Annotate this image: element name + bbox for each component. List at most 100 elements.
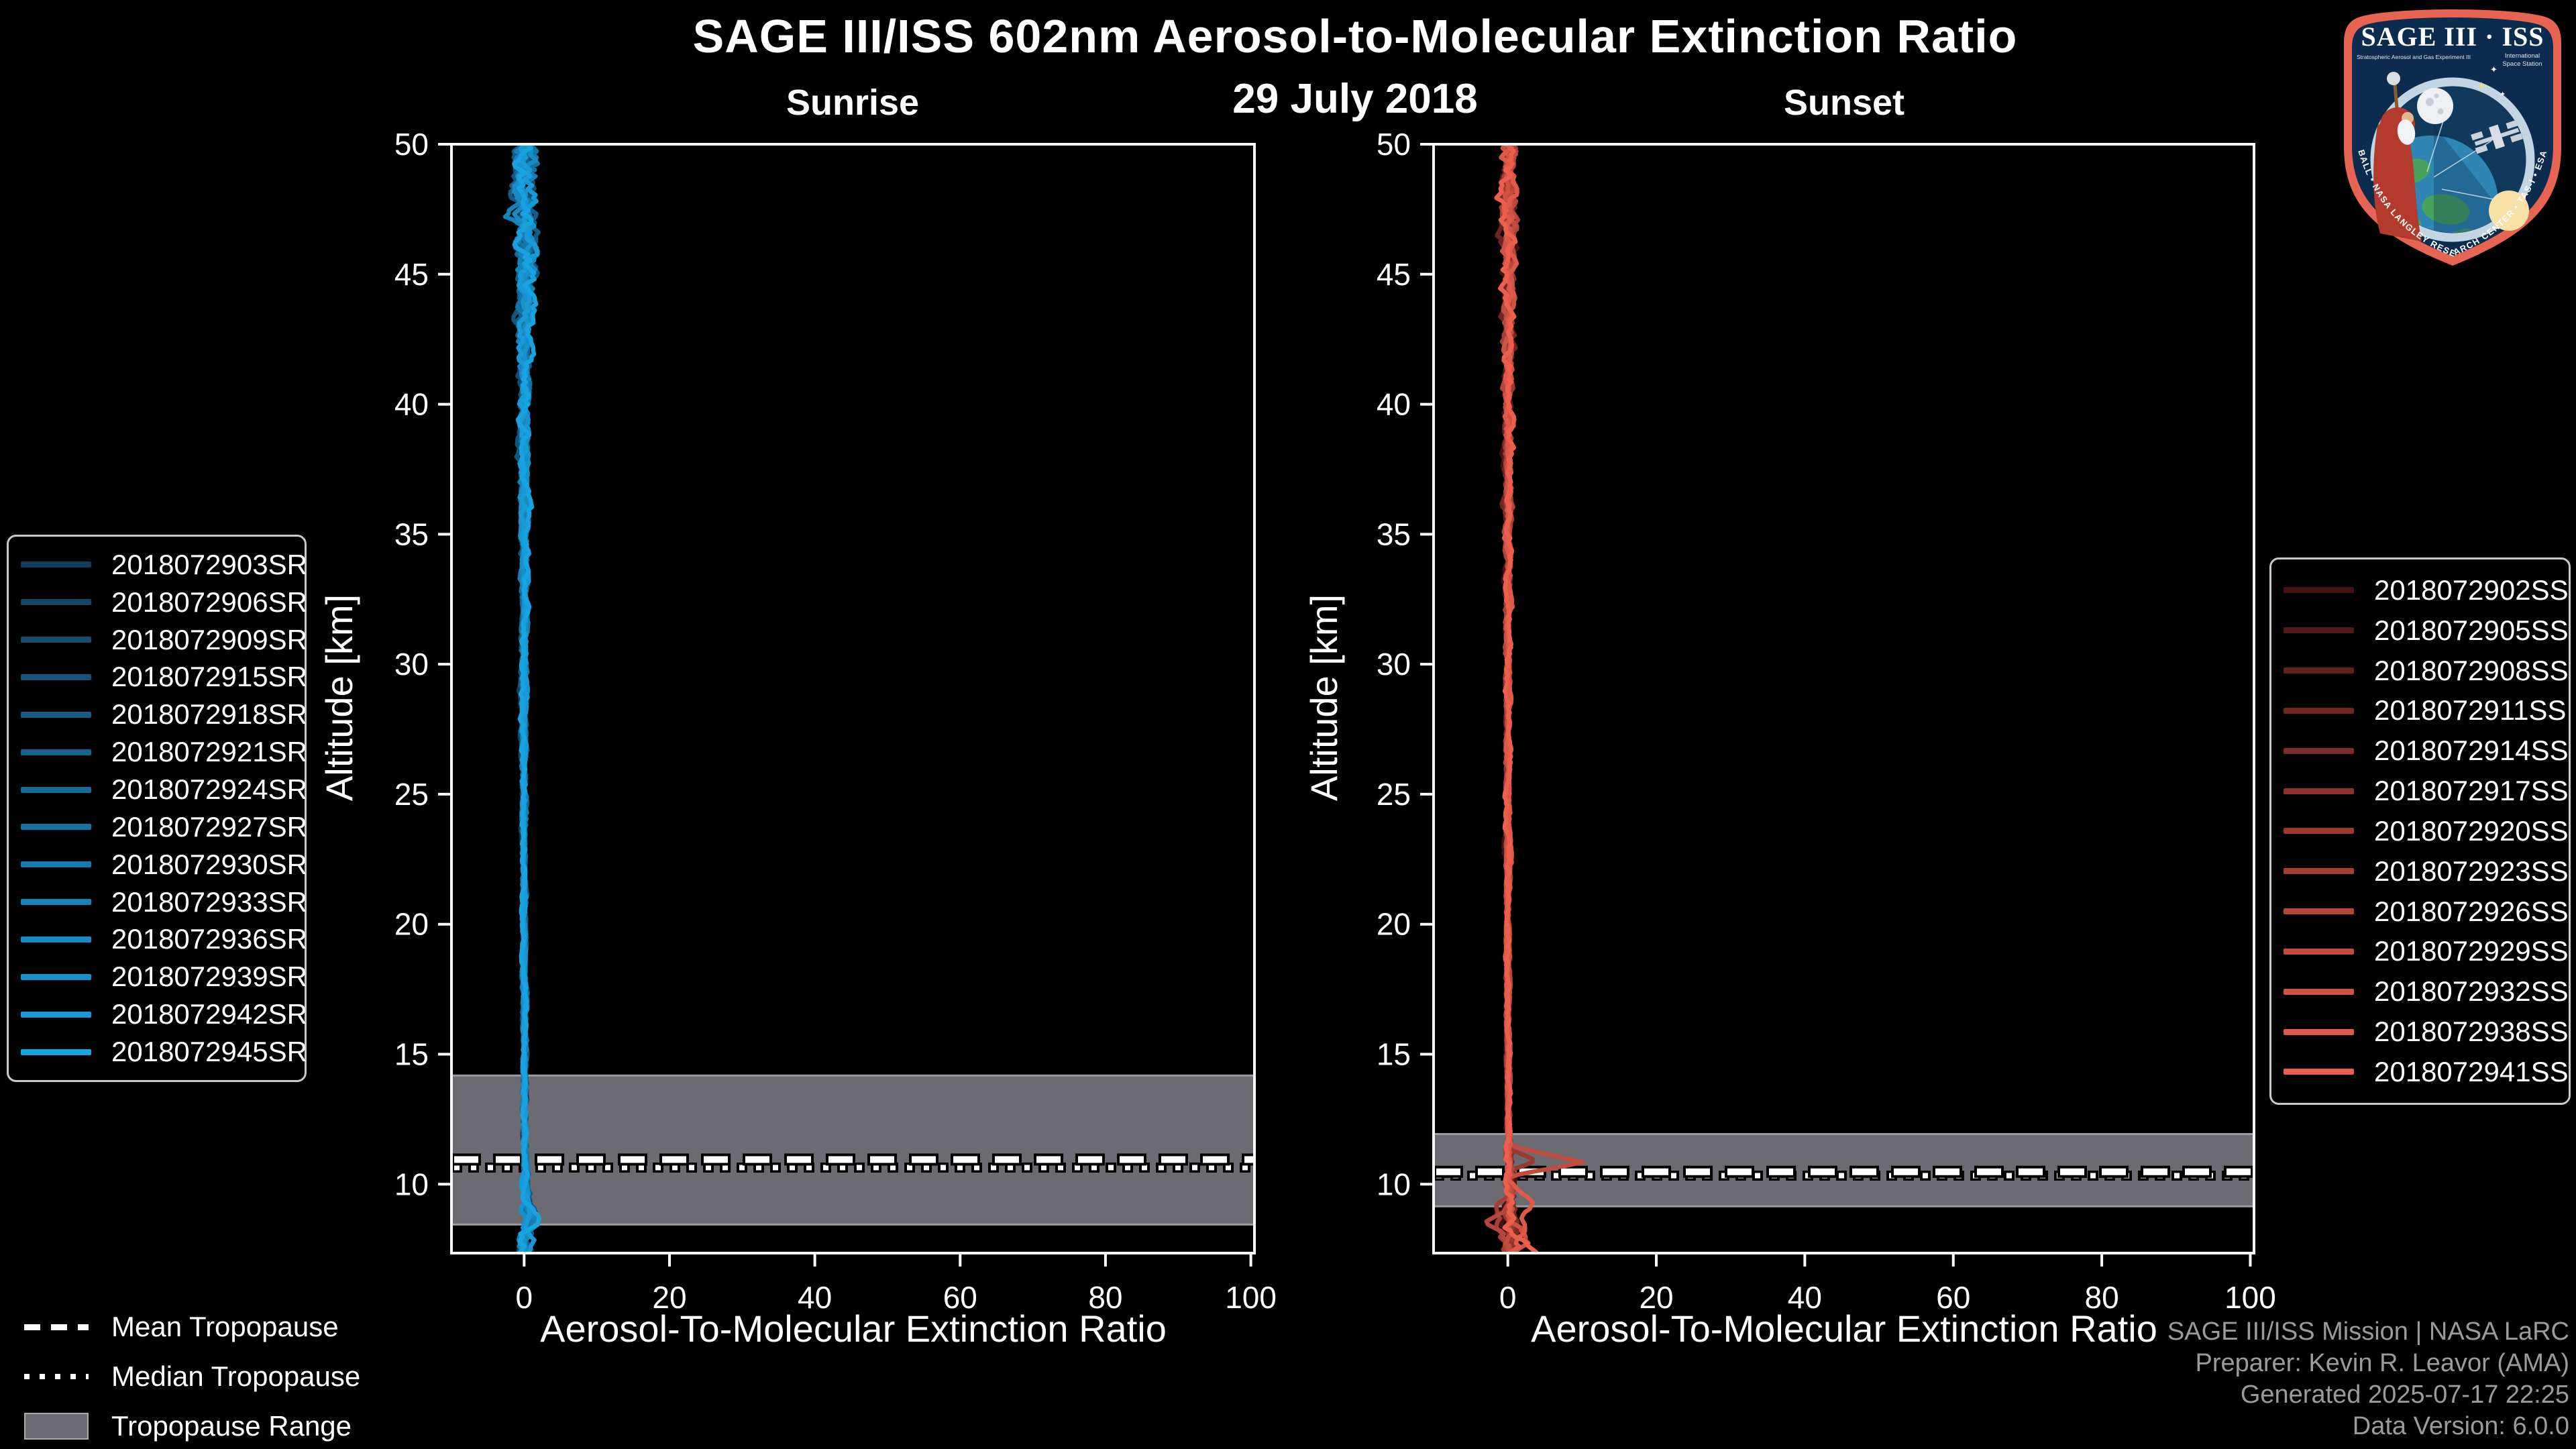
legend-item: 2018072938SS	[2284, 1016, 2569, 1048]
legend-series-label: 2018072932SS	[2374, 975, 2569, 1008]
legend-series-label: 2018072911SS	[2374, 694, 2567, 727]
patch-star-icon: ✦	[2477, 80, 2486, 93]
y-tick-label: 35	[394, 517, 429, 551]
legend-series-label: 2018072929SS	[2374, 935, 2569, 967]
legend-item: 2018072942SR	[21, 998, 307, 1030]
legend-item-median-tropopause: Median Tropopause	[24, 1359, 360, 1394]
legend-item: 2018072921SR	[21, 736, 307, 768]
legend-item: 2018072927SR	[21, 811, 307, 843]
legend-item: 2018072918SR	[21, 698, 307, 731]
legend-line-swatch-icon	[21, 599, 91, 606]
plot-area-sunset	[1434, 144, 2254, 1253]
x-tick-label: 80	[2085, 1280, 2119, 1315]
mission-patch-logo: ✦ ✦ ✦ SAGE III · ISS Stratospheric Aeros…	[2344, 9, 2561, 266]
legend-line-swatch-icon	[21, 637, 91, 643]
legend-series-label: 2018072909SR	[111, 623, 307, 655]
legend-item: 2018072930SR	[21, 849, 307, 881]
x-tick-label: 40	[1788, 1280, 1822, 1315]
x-tick-label: 60	[1936, 1280, 1970, 1315]
legend-item: 2018072939SR	[21, 961, 307, 993]
patch-moon-icon	[2417, 88, 2453, 124]
x-tick-label: 0	[1499, 1280, 1517, 1315]
attribution-data-version: Data Version: 6.0.0	[2352, 1412, 2569, 1440]
attribution-mission: SAGE III/ISS Mission | NASA LaRC	[2167, 1318, 2569, 1346]
legend-item-mean-tropopause: Mean Tropopause	[24, 1309, 360, 1344]
tropopause-legend: Mean Tropopause Median Tropopause Tropop…	[24, 1309, 360, 1444]
mean-tropopause-label: Mean Tropopause	[111, 1311, 339, 1342]
panel-frame-sunrise	[450, 143, 1256, 1254]
legend-line-swatch-icon	[2284, 627, 2354, 634]
legend-series-label: 2018072927SR	[111, 810, 307, 843]
y-tick-label: 45	[394, 257, 429, 292]
legend-item: 2018072932SS	[2284, 975, 2569, 1008]
y-tick-label: 50	[1377, 127, 1411, 162]
legend-line-swatch-icon	[2284, 1069, 2354, 1075]
legend-series-label: 2018072938SS	[2374, 1016, 2569, 1048]
yaxis-label-sunrise: Altitude [km]	[318, 594, 360, 802]
x-tick-label: 80	[1088, 1280, 1122, 1315]
xaxis-label-sunset: Aerosol-To-Molecular Extinction Ratio	[1531, 1307, 2157, 1350]
legend-item: 2018072923SS	[2284, 855, 2569, 888]
y-tick-label: 40	[394, 387, 429, 422]
x-tick-label: 0	[516, 1280, 533, 1315]
legend-series-label: 2018072914SS	[2374, 735, 2569, 767]
figure-date: 29 July 2018	[1232, 76, 1478, 122]
legend-line-swatch-icon	[21, 861, 91, 868]
tropopause-band-sunset	[1434, 1134, 2254, 1207]
x-tick-label: 20	[652, 1280, 686, 1315]
legend-item: 2018072920SS	[2284, 815, 2569, 847]
mean-tropopause-swatch-icon	[24, 1324, 89, 1330]
legend-line-swatch-icon	[2284, 908, 2354, 915]
series-line-2018072945SR	[512, 144, 542, 1253]
legend-series-label: 2018072908SS	[2374, 654, 2569, 686]
legend-series-label: 2018072945SR	[111, 1036, 307, 1068]
figure-title: SAGE III/ISS 602nm Aerosol-to-Molecular …	[692, 10, 2018, 62]
legend-item: 2018072905SS	[2284, 614, 2569, 647]
x-tick-label: 40	[798, 1280, 832, 1315]
legend-line-swatch-icon	[2284, 1028, 2354, 1035]
y-tick-label: 25	[1377, 777, 1411, 812]
legend-series-label: 2018072930SR	[111, 848, 307, 880]
legend-series-label: 2018072917SS	[2374, 775, 2569, 807]
legend-line-swatch-icon	[2284, 747, 2354, 754]
legend-sunrise-events: 2018072903SR 2018072906SR 2018072909SR 2018…	[7, 535, 307, 1082]
legend-series-label: 2018072905SS	[2374, 614, 2569, 646]
y-tick-label: 10	[394, 1167, 429, 1201]
panel-frame-sunset	[1432, 143, 2255, 1254]
legend-line-swatch-icon	[21, 936, 91, 943]
legend-series-label: 2018072902SS	[2374, 574, 2569, 606]
legend-item-tropopause-range: Tropopause Range	[24, 1409, 360, 1444]
legend-line-swatch-icon	[2284, 788, 2354, 794]
legend-item: 2018072933SR	[21, 886, 307, 918]
y-tick-label: 20	[1377, 907, 1411, 942]
legend-series-label: 2018072915SR	[111, 661, 307, 693]
legend-series-label: 2018072926SS	[2374, 895, 2569, 927]
legend-series-label: 2018072942SR	[111, 998, 307, 1030]
y-tick-label: 50	[394, 127, 429, 162]
legend-item: 2018072926SS	[2284, 896, 2569, 928]
legend-series-label: 2018072921SR	[111, 736, 307, 768]
legend-series-label: 2018072941SS	[2374, 1055, 2569, 1087]
legend-line-swatch-icon	[21, 786, 91, 793]
median-tropopause-label: Median Tropopause	[111, 1360, 361, 1392]
attribution-block: SAGE III/ISS Mission | NASA LaRC Prepare…	[2167, 1316, 2569, 1442]
x-tick-label: 100	[2224, 1280, 2276, 1315]
patch-star-icon: ✦	[2490, 64, 2498, 74]
legend-line-swatch-icon	[21, 824, 91, 830]
legend-item: 2018072941SS	[2284, 1056, 2569, 1088]
legend-series-label: 2018072936SR	[111, 923, 307, 955]
legend-line-swatch-icon	[2284, 707, 2354, 714]
y-tick-label: 30	[1377, 647, 1411, 682]
patch-title: SAGE III · ISS	[2361, 21, 2544, 52]
plot-area-sunrise	[451, 144, 1254, 1253]
patch-subtitle-right2: Space Station	[2502, 60, 2542, 68]
y-tick-label: 15	[1377, 1037, 1411, 1072]
tropopause-range-swatch-icon	[24, 1413, 89, 1440]
legend-line-swatch-icon	[21, 749, 91, 755]
legend-line-swatch-icon	[21, 674, 91, 680]
legend-series-label: 2018072920SS	[2374, 814, 2569, 847]
legend-line-swatch-icon	[21, 1011, 91, 1018]
y-tick-label: 15	[394, 1037, 429, 1072]
legend-line-swatch-icon	[2284, 868, 2354, 875]
